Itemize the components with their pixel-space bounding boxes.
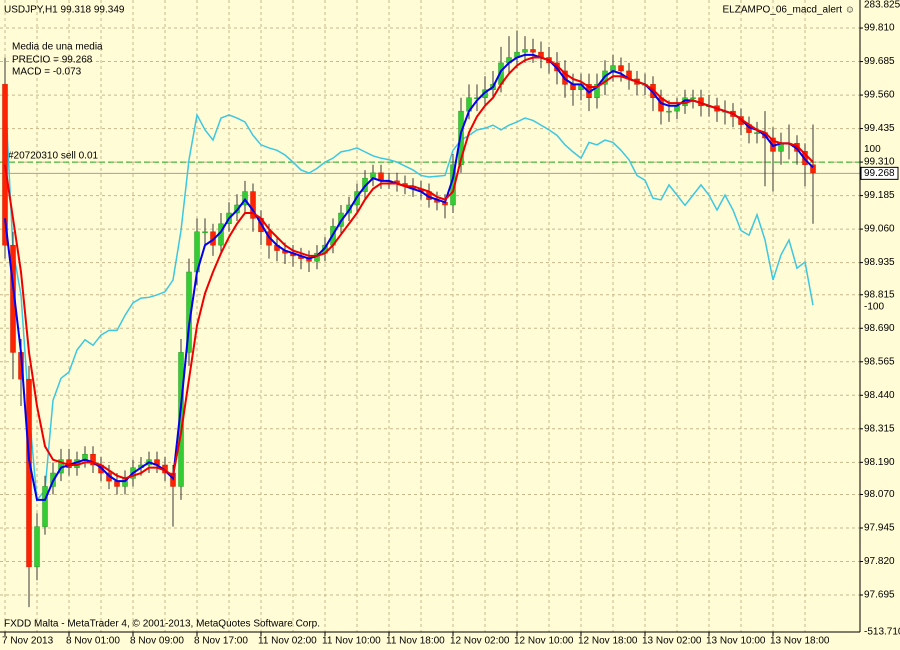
- candle-body: [522, 49, 528, 53]
- footer: FXDD Malta - MetaTrader 4, © 2001-2013, …: [4, 619, 320, 630]
- annotation: MACD = -0.073: [12, 67, 82, 78]
- x-tick-label: 11 Nov 10:00: [322, 636, 381, 647]
- indicator-name: ELZAMPO_06_macd_alert ☺: [723, 5, 856, 16]
- y-tick-label: 99.310: [864, 157, 895, 168]
- candle-body: [594, 84, 600, 98]
- y-tick-label: 99.060: [864, 224, 895, 235]
- moving-average: [4, 53, 814, 501]
- y-tick-label: 99.435: [864, 123, 895, 134]
- y2-tick-label: 100: [864, 144, 881, 155]
- y-tick-label: 97.945: [864, 523, 895, 534]
- chart-title: USDJPY,H1 99.318 99.349: [4, 5, 125, 16]
- candle-body: [618, 65, 624, 72]
- y-tick-label: 97.820: [864, 556, 895, 567]
- y-tick-label: 99.185: [864, 190, 895, 201]
- y-tick-label: 98.935: [864, 257, 895, 268]
- x-tick-label: 8 Nov 01:00: [66, 636, 120, 647]
- y-tick-label: 99.810: [864, 23, 895, 34]
- x-tick-label: 13 Nov 10:00: [706, 636, 766, 647]
- candle-body: [90, 454, 96, 466]
- y-tick-label: 98.070: [864, 489, 895, 500]
- y-tick-label: 98.440: [864, 390, 895, 401]
- bid-box: [860, 166, 899, 180]
- y-tick-label: 97.695: [864, 590, 895, 601]
- y-tick-label: 98.690: [864, 323, 895, 334]
- candle-body: [202, 231, 208, 234]
- x-tick-label: 11 Nov 18:00: [386, 636, 445, 647]
- candle-body: [690, 97, 696, 99]
- candle-body: [754, 132, 760, 134]
- x-tick-label: 12 Nov 18:00: [578, 636, 638, 647]
- moving-average: [4, 56, 814, 480]
- x-tick-label: 13 Nov 18:00: [770, 636, 830, 647]
- x-tick-label: 12 Nov 02:00: [450, 636, 510, 647]
- annotation: PRECIO = 99.268: [12, 55, 93, 66]
- candle-body: [530, 49, 536, 53]
- y2-tick-label: 283.825: [864, 0, 900, 11]
- x-tick-label: 7 Nov 2013: [2, 636, 54, 647]
- indicator-line: [4, 89, 814, 503]
- y-tick-label: 99.685: [864, 56, 895, 67]
- y-tick-label: 98.565: [864, 356, 895, 367]
- candle-body: [810, 164, 816, 174]
- y2-tick-label: -100: [864, 301, 884, 312]
- candle-body: [42, 486, 48, 527]
- y-tick-label: 98.315: [864, 423, 895, 434]
- order-label: #20720310 sell 0.01: [8, 151, 99, 162]
- candle-body: [250, 191, 256, 219]
- x-tick-label: 13 Nov 02:00: [642, 636, 702, 647]
- plot: #20720310 sell 0.01: [0, 30, 860, 608]
- grid: [0, 0, 860, 632]
- annotation: Media de una media: [12, 42, 103, 53]
- x-tick-label: 12 Nov 10:00: [514, 636, 574, 647]
- x-tick-label: 11 Nov 02:00: [258, 636, 317, 647]
- y-tick-label: 98.815: [864, 289, 895, 300]
- candle-body: [34, 526, 40, 568]
- candle-body: [2, 84, 8, 246]
- y-tick-label: 98.190: [864, 457, 895, 468]
- x-tick-label: 8 Nov 09:00: [130, 636, 184, 647]
- bid-label: 99.268: [864, 168, 895, 179]
- y2-tick-label: -513.710: [864, 627, 900, 638]
- y-tick-label: 99.560: [864, 90, 895, 101]
- x-tick-label: 8 Nov 17:00: [194, 636, 248, 647]
- candle-body: [666, 110, 672, 113]
